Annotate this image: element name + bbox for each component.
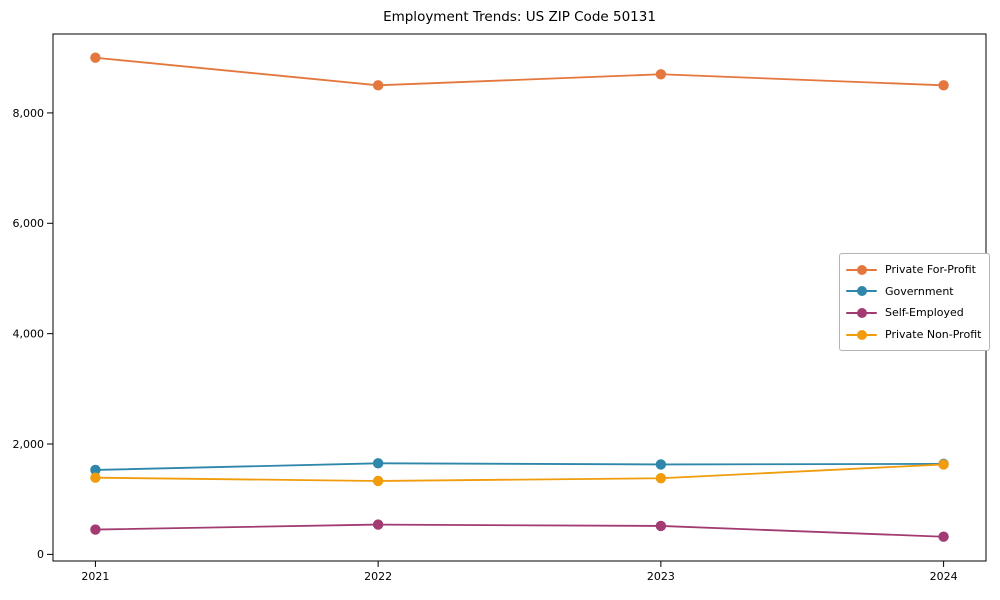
legend-line-dot-icon [846, 307, 877, 319]
legend-item: Private For-Profit [846, 259, 981, 281]
data-point [655, 459, 667, 470]
legend-item: Private Non-Profit [846, 324, 981, 346]
legend-label: Self-Employed [885, 306, 964, 320]
data-point [938, 531, 949, 542]
legend-item: Self-Employed [846, 302, 981, 324]
x-tick-label: 2023 [647, 570, 675, 583]
data-point [655, 520, 667, 532]
data-point [372, 475, 384, 487]
y-tick-label: 0 [37, 548, 44, 561]
x-tick-label: 2022 [364, 570, 392, 583]
legend: Private For-Profit Government Self-Employe… [839, 253, 991, 352]
data-point [90, 524, 101, 535]
y-tick-label: 2,000 [13, 438, 45, 451]
data-point [655, 69, 667, 80]
data-point [90, 464, 101, 476]
data-point [372, 80, 384, 91]
series-line-private-for-profit [95, 56, 944, 87]
series-line-self-employed [95, 523, 944, 538]
data-point [655, 473, 667, 484]
legend-label: Government [885, 284, 954, 298]
y-tick-label: 4,000 [13, 327, 45, 340]
legend-label: Private Non-Profit [885, 328, 982, 342]
data-point [372, 519, 384, 530]
y-tick-label: 6,000 [13, 217, 45, 230]
legend-label: Private For-Profit [885, 263, 976, 277]
legend-line-dot-icon [846, 285, 877, 297]
legend-line-dot-icon [846, 329, 877, 341]
data-point [90, 472, 101, 483]
data-point [938, 459, 949, 470]
data-point [372, 458, 384, 469]
x-tick-label: 2024 [930, 570, 958, 583]
data-point [90, 52, 101, 63]
series-line-government [95, 462, 944, 471]
x-tick-label: 2021 [81, 570, 109, 583]
chart-title: Employment Trends: US ZIP Code 50131 [383, 9, 656, 25]
data-point [938, 80, 949, 91]
series-line-private-non-profit [95, 463, 944, 482]
legend-item: Government [846, 281, 981, 303]
y-tick-label: 8,000 [13, 107, 45, 120]
legend-line-dot-icon [846, 264, 877, 276]
